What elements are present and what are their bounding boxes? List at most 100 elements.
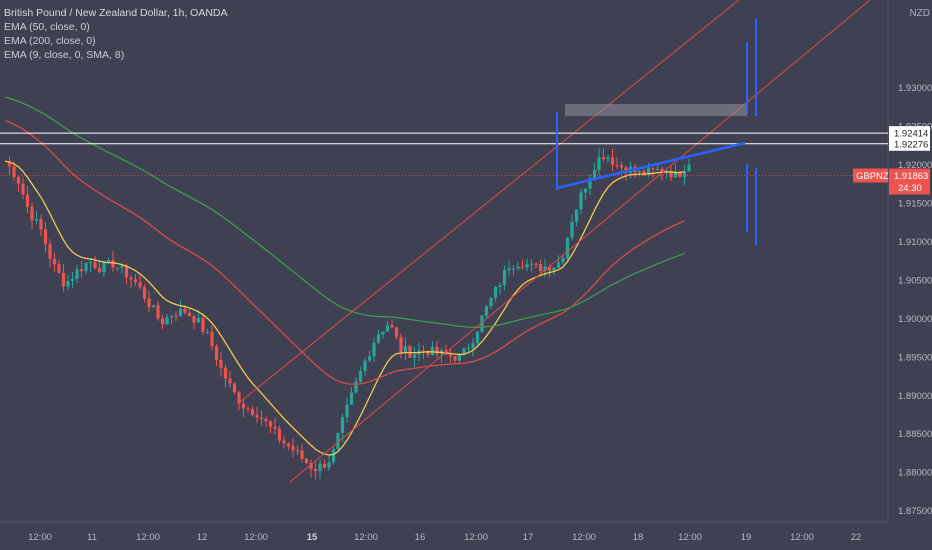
chart-title: British Pound / New Zealand Dollar, 1h, … (4, 7, 228, 19)
x-tick-label: 12:00 (354, 532, 378, 543)
x-tick-label: 11 (87, 532, 97, 543)
candle-body (570, 221, 574, 238)
candle-body (138, 282, 142, 288)
y-tick-label: 1.90500 (898, 275, 932, 286)
candle-body (390, 325, 394, 328)
trendline (556, 141, 746, 190)
symbol-tag: GBPNZD (856, 171, 896, 182)
candle-body (201, 318, 205, 333)
candle-body (480, 315, 484, 332)
candle-body (619, 165, 624, 168)
candle-body (552, 267, 556, 271)
candle-body (408, 346, 412, 358)
candle-body (57, 264, 61, 273)
x-tick-label: 15 (307, 532, 318, 543)
candle-body (12, 166, 16, 177)
candle-body (556, 262, 561, 268)
y-tick-label: 1.93000 (898, 83, 932, 94)
last-price-value: 1.91863 (894, 171, 928, 182)
candle-body (660, 168, 664, 172)
x-tick-label: 12:00 (790, 532, 814, 543)
candle-body (286, 443, 291, 447)
candle-body (498, 285, 502, 287)
candle-body (651, 167, 655, 169)
candle-body (241, 403, 246, 409)
level-upper-label: 1.92414 (894, 129, 928, 140)
candle-body (259, 417, 264, 419)
candle-body (30, 206, 34, 221)
x-tick-label: 19 (741, 532, 752, 543)
level-lower-label: 1.92276 (894, 139, 928, 150)
candle-body (336, 432, 340, 450)
candle-body (511, 268, 516, 270)
y-tick-label: 1.87500 (898, 506, 932, 517)
candle-body (174, 315, 178, 317)
candle-body (178, 308, 183, 317)
candle-body (300, 450, 304, 459)
candle-body (327, 462, 331, 468)
candle-body (21, 183, 25, 195)
candle-body (529, 263, 534, 265)
candle-body (120, 265, 124, 268)
candle-body (354, 381, 358, 393)
candle-body (48, 244, 52, 259)
candle-body (277, 428, 282, 441)
level-lower-label-bg (889, 136, 930, 151)
candle-body (592, 169, 597, 179)
candle-body (489, 297, 493, 307)
candle-body (151, 305, 156, 308)
x-tick-label: 12:00 (244, 532, 268, 543)
candle-body (565, 237, 570, 259)
candle-body (268, 421, 273, 427)
candle-body (372, 342, 376, 357)
candle-body (192, 316, 196, 323)
y-tick-label: 1.88000 (898, 468, 932, 479)
candle-body (462, 348, 466, 354)
candle-body (687, 164, 691, 172)
legend-ema50: EMA (50, close, 0) (4, 21, 90, 33)
candle-body (358, 371, 363, 382)
candle-body (435, 346, 439, 354)
y-tick-label: 1.89500 (898, 352, 932, 363)
candle-body (615, 164, 619, 166)
candle-body (399, 336, 403, 353)
candle-body (115, 267, 120, 269)
candle-body (88, 262, 93, 264)
candles (7, 148, 691, 480)
candle-body (219, 360, 223, 368)
candle-body (165, 317, 169, 325)
candle-body (66, 280, 70, 287)
candle-body (331, 449, 336, 463)
x-tick-label: 16 (415, 532, 426, 543)
candle-body (642, 170, 646, 176)
candle-body (426, 350, 430, 355)
x-tick-label: 12 (197, 532, 208, 543)
candle-body (597, 157, 601, 170)
x-tick-label: 12:00 (464, 532, 488, 543)
candle-body (129, 277, 133, 280)
level-upper-label-bg (889, 126, 930, 141)
y-tick-label: 1.91000 (898, 237, 932, 248)
candle-body (7, 161, 12, 167)
candle-body (345, 404, 349, 418)
x-tick-label: 12:00 (678, 532, 702, 543)
candle-body (421, 350, 426, 352)
candle-body (147, 298, 151, 308)
candle-body (111, 260, 115, 268)
candle-body (561, 258, 565, 263)
candle-body (106, 260, 111, 263)
candle-body (322, 463, 327, 468)
candle-body (43, 229, 48, 245)
supply-zone-box (565, 104, 747, 116)
candle-body (309, 463, 313, 469)
y-tick-label: 1.89000 (898, 391, 932, 402)
candle-body (304, 458, 309, 464)
candle-body (295, 450, 300, 452)
candle-body (282, 440, 286, 444)
candle-body (448, 354, 453, 357)
candle-body (637, 170, 642, 173)
candle-body (394, 327, 399, 337)
candle-body (102, 262, 106, 273)
candle-body (601, 157, 606, 160)
